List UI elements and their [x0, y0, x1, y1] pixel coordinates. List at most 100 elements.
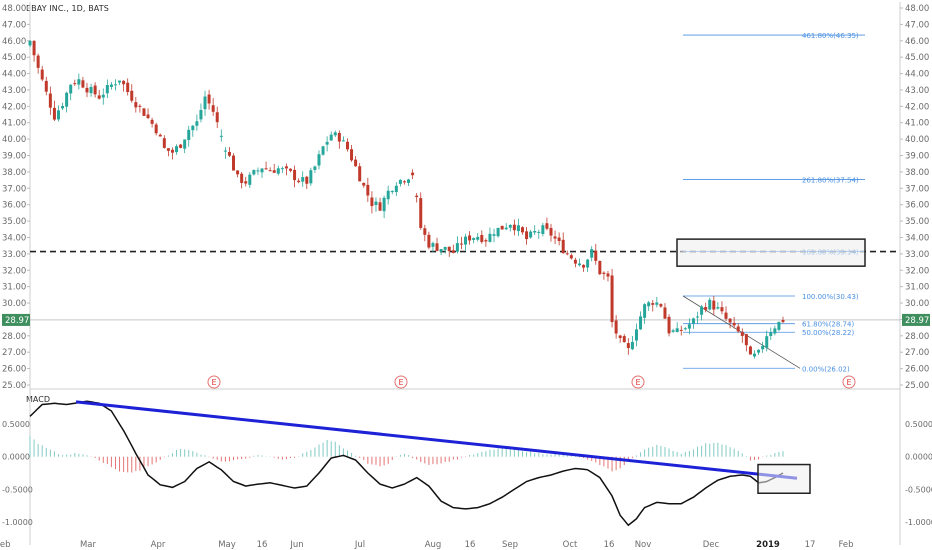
- candle-body: [712, 300, 716, 310]
- candle-body: [122, 80, 126, 85]
- y-tick-label-right: 48.00: [905, 4, 929, 14]
- x-tick-label: 16: [604, 540, 615, 550]
- y-tick-label-left: 42.00: [2, 102, 26, 112]
- candle-body: [227, 151, 231, 156]
- candle-body: [187, 129, 191, 141]
- candle-body: [773, 328, 777, 334]
- candle-body: [753, 353, 757, 357]
- y-tick-label-right: 38.00: [905, 168, 929, 178]
- candle-body: [65, 92, 69, 107]
- x-tick-label: 2019: [756, 540, 780, 550]
- y-tick-label-left: 38.00: [2, 168, 26, 178]
- candle-body: [113, 84, 117, 86]
- y-tick-label-left: 28.00: [2, 332, 26, 342]
- candle-body: [44, 80, 48, 92]
- earnings-marker-circle: [207, 375, 221, 389]
- candle-body: [594, 250, 598, 261]
- x-tick-label: 16: [465, 540, 476, 550]
- candle-body: [374, 201, 378, 206]
- candle-body: [549, 227, 553, 236]
- candle-body: [264, 168, 268, 170]
- y-tick-label-left: 44.00: [2, 70, 26, 80]
- candle-body: [769, 332, 773, 336]
- candle-body: [687, 324, 691, 329]
- y-tick-label-right: 32.00: [905, 266, 929, 276]
- candle-body: [423, 228, 427, 235]
- candle-body: [378, 202, 382, 211]
- candle-body: [236, 170, 240, 175]
- earnings-marker-label: E: [211, 378, 216, 387]
- candle-body: [175, 146, 179, 153]
- candle-body: [158, 134, 162, 137]
- candle-body: [525, 231, 529, 240]
- candle-body: [655, 302, 659, 305]
- candle-body: [484, 240, 488, 242]
- candle-body: [101, 94, 105, 98]
- candle-body: [683, 328, 687, 330]
- candle-body: [748, 346, 752, 355]
- chart-title: EBAY INC., 1D, BATS: [26, 4, 109, 13]
- macd-panel: 0.5000 0.5000 0.0000 0.0000 -0.5000 -0.5000 -1…: [2, 400, 932, 527]
- candle-body: [215, 112, 219, 123]
- x-tick-label: Jun: [289, 540, 303, 550]
- candle-body: [435, 243, 439, 251]
- candle-body: [602, 272, 606, 274]
- fib-label: 50.00%(28.22): [802, 329, 854, 337]
- candle-body: [582, 264, 586, 268]
- current-price-label-left: 28.97: [5, 316, 29, 326]
- candle-body: [573, 259, 577, 264]
- macd-y-tick-left: 0.0000: [2, 453, 30, 462]
- candle-body: [52, 107, 56, 120]
- x-tick-label: May: [218, 540, 236, 550]
- candle-body: [553, 236, 557, 239]
- candle-body: [716, 307, 720, 309]
- candle-body: [700, 306, 704, 315]
- candle-body: [240, 173, 244, 183]
- candle-body: [561, 239, 565, 254]
- candle-body: [671, 330, 675, 332]
- current-price-label-right: 28.97: [905, 316, 929, 326]
- x-tick-label: Oct: [563, 540, 578, 550]
- candle-body: [468, 235, 472, 241]
- axes: 25.00 25.00 26.00 26.00 27.00 27.00 28.00 28.00…: [0, 4, 930, 550]
- y-tick-label-right: 37.00: [905, 184, 929, 194]
- y-tick-label-right: 31.00: [905, 283, 929, 293]
- candle-body: [130, 90, 134, 101]
- candle-body: [708, 299, 712, 310]
- y-tick-label-right: 25.00: [905, 381, 929, 391]
- candle-body: [659, 304, 663, 307]
- candle-body: [439, 249, 443, 252]
- candle-body: [211, 105, 215, 112]
- candle-body: [382, 197, 386, 212]
- x-tick-label: Mar: [80, 540, 97, 550]
- candle-body: [321, 146, 325, 155]
- candle-body: [606, 273, 610, 277]
- earnings-marker-label: E: [635, 378, 640, 387]
- x-tick-label: Feb: [838, 540, 853, 550]
- candle-body: [337, 132, 341, 142]
- x-tick-label: Dec: [703, 540, 720, 550]
- candle-body: [447, 246, 451, 252]
- candle-body: [223, 150, 227, 152]
- y-tick-label-left: 36.00: [2, 201, 26, 211]
- candle-body: [407, 179, 411, 183]
- candle-body: [704, 307, 708, 310]
- fib-label: 100.00%(30.43): [802, 293, 859, 301]
- candle-body: [431, 243, 435, 247]
- candle-body: [647, 302, 651, 307]
- candle-body: [618, 335, 622, 339]
- candle-body: [728, 318, 732, 323]
- y-tick-label-left: 26.00: [2, 365, 26, 375]
- candle-body: [740, 331, 744, 336]
- y-tick-label-right: 46.00: [905, 37, 929, 47]
- candle-body: [500, 225, 504, 230]
- fib-label: 461.80%(46.35): [802, 32, 859, 40]
- macd-y-tick-left: 0.5000: [2, 420, 30, 429]
- y-tick-label-right: 42.00: [905, 102, 929, 112]
- candle-body: [488, 233, 492, 242]
- candle-body: [533, 230, 537, 233]
- y-tick-label-left: 48.00: [2, 4, 26, 14]
- macd-y-tick-right: -0.5000: [905, 485, 932, 494]
- candle-body: [370, 197, 374, 207]
- candle-body: [81, 80, 85, 88]
